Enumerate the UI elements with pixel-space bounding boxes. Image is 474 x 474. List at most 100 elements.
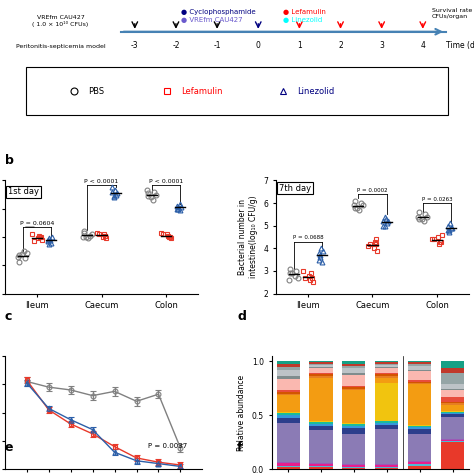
Text: 1st day: 1st day (8, 187, 39, 196)
Bar (375, 365, 399, 367)
Y-axis label: Relative abundance: Relative abundance (237, 374, 246, 451)
Text: d: d (237, 310, 246, 323)
Bar (342, 434, 365, 464)
Text: Lefamulin: Lefamulin (181, 87, 223, 96)
Bar (276, 415, 300, 418)
Y-axis label: Bacterial number in
intestine(log₁₀ CFU/g): Bacterial number in intestine(log₁₀ CFU/… (238, 196, 258, 278)
Bar (342, 468, 365, 469)
Bar (342, 424, 365, 426)
Bar (310, 364, 333, 365)
Bar (408, 371, 431, 380)
Bar (310, 373, 333, 374)
Bar (375, 363, 399, 364)
Text: ● Linezolid: ● Linezolid (283, 17, 323, 23)
Text: P < 0.0001: P < 0.0001 (84, 179, 118, 184)
Text: 2: 2 (338, 41, 343, 50)
Bar (310, 424, 333, 426)
Bar (408, 370, 431, 371)
Bar (441, 384, 465, 390)
Bar (276, 392, 300, 394)
Bar (408, 434, 431, 461)
Bar (310, 368, 333, 373)
Bar (276, 390, 300, 392)
Bar (408, 464, 431, 466)
Bar (310, 363, 333, 364)
Text: P = 0.0002: P = 0.0002 (357, 188, 388, 192)
Bar (408, 384, 431, 425)
Text: ● Lefamulin: ● Lefamulin (283, 9, 326, 15)
Bar (342, 390, 365, 391)
Bar (375, 376, 399, 378)
Bar (342, 364, 365, 365)
Bar (375, 467, 399, 468)
Bar (375, 464, 399, 465)
Bar (441, 361, 465, 368)
Bar (276, 367, 300, 370)
Bar (342, 426, 365, 428)
Bar (276, 418, 300, 423)
Bar (408, 429, 431, 434)
Bar (310, 430, 333, 463)
Text: -3: -3 (131, 41, 138, 50)
Text: f: f (237, 441, 243, 454)
Bar (375, 383, 399, 421)
Text: c: c (5, 310, 12, 323)
Bar (310, 365, 333, 367)
Bar (375, 373, 399, 374)
Bar (441, 414, 465, 418)
Bar (276, 466, 300, 467)
Bar (375, 368, 399, 373)
Bar (441, 397, 465, 402)
Bar (408, 466, 431, 469)
Bar (276, 364, 300, 367)
Bar (310, 376, 333, 378)
Bar (276, 412, 300, 413)
Bar (408, 364, 431, 365)
Bar (441, 404, 465, 411)
Text: VREfm CAU427
( 1.0 × 10¹⁰ CFUs): VREfm CAU427 ( 1.0 × 10¹⁰ CFUs) (32, 15, 89, 27)
Bar (441, 413, 465, 414)
Bar (310, 463, 333, 464)
Bar (441, 441, 465, 442)
Text: P = 0.0688: P = 0.0688 (292, 235, 323, 240)
Text: Peritonitis-septicemia model: Peritonitis-septicemia model (16, 44, 105, 49)
Bar (276, 462, 300, 463)
Bar (375, 378, 399, 383)
Bar (342, 428, 365, 434)
Bar (441, 391, 465, 397)
Text: -1: -1 (213, 41, 221, 50)
Bar (342, 423, 365, 424)
Bar (408, 361, 431, 363)
Bar (310, 421, 333, 422)
Bar (342, 386, 365, 387)
Bar (342, 467, 365, 468)
Bar (441, 412, 465, 413)
Bar (342, 365, 365, 368)
Bar (375, 465, 399, 467)
Bar (408, 380, 431, 382)
Bar (276, 394, 300, 395)
Bar (276, 423, 300, 462)
Bar (276, 463, 300, 466)
Bar (276, 379, 300, 390)
Bar (441, 439, 465, 440)
Bar (375, 421, 399, 423)
Bar (408, 363, 431, 364)
Bar (441, 403, 465, 404)
Bar (441, 440, 465, 441)
Bar (375, 374, 399, 376)
Bar (375, 468, 399, 469)
Text: P = 0.0263: P = 0.0263 (422, 197, 452, 202)
Text: 3: 3 (379, 41, 384, 50)
Bar (342, 465, 365, 467)
Bar (441, 402, 465, 403)
Text: 1: 1 (297, 41, 302, 50)
FancyBboxPatch shape (26, 67, 448, 115)
Bar (310, 361, 333, 363)
Text: Survival rate and
CFUs/organ: Survival rate and CFUs/organ (432, 9, 474, 19)
Text: P = 0.0604: P = 0.0604 (20, 221, 54, 226)
Text: 7th day: 7th day (279, 184, 311, 193)
Bar (408, 382, 431, 383)
Bar (310, 367, 333, 368)
Bar (310, 466, 333, 467)
